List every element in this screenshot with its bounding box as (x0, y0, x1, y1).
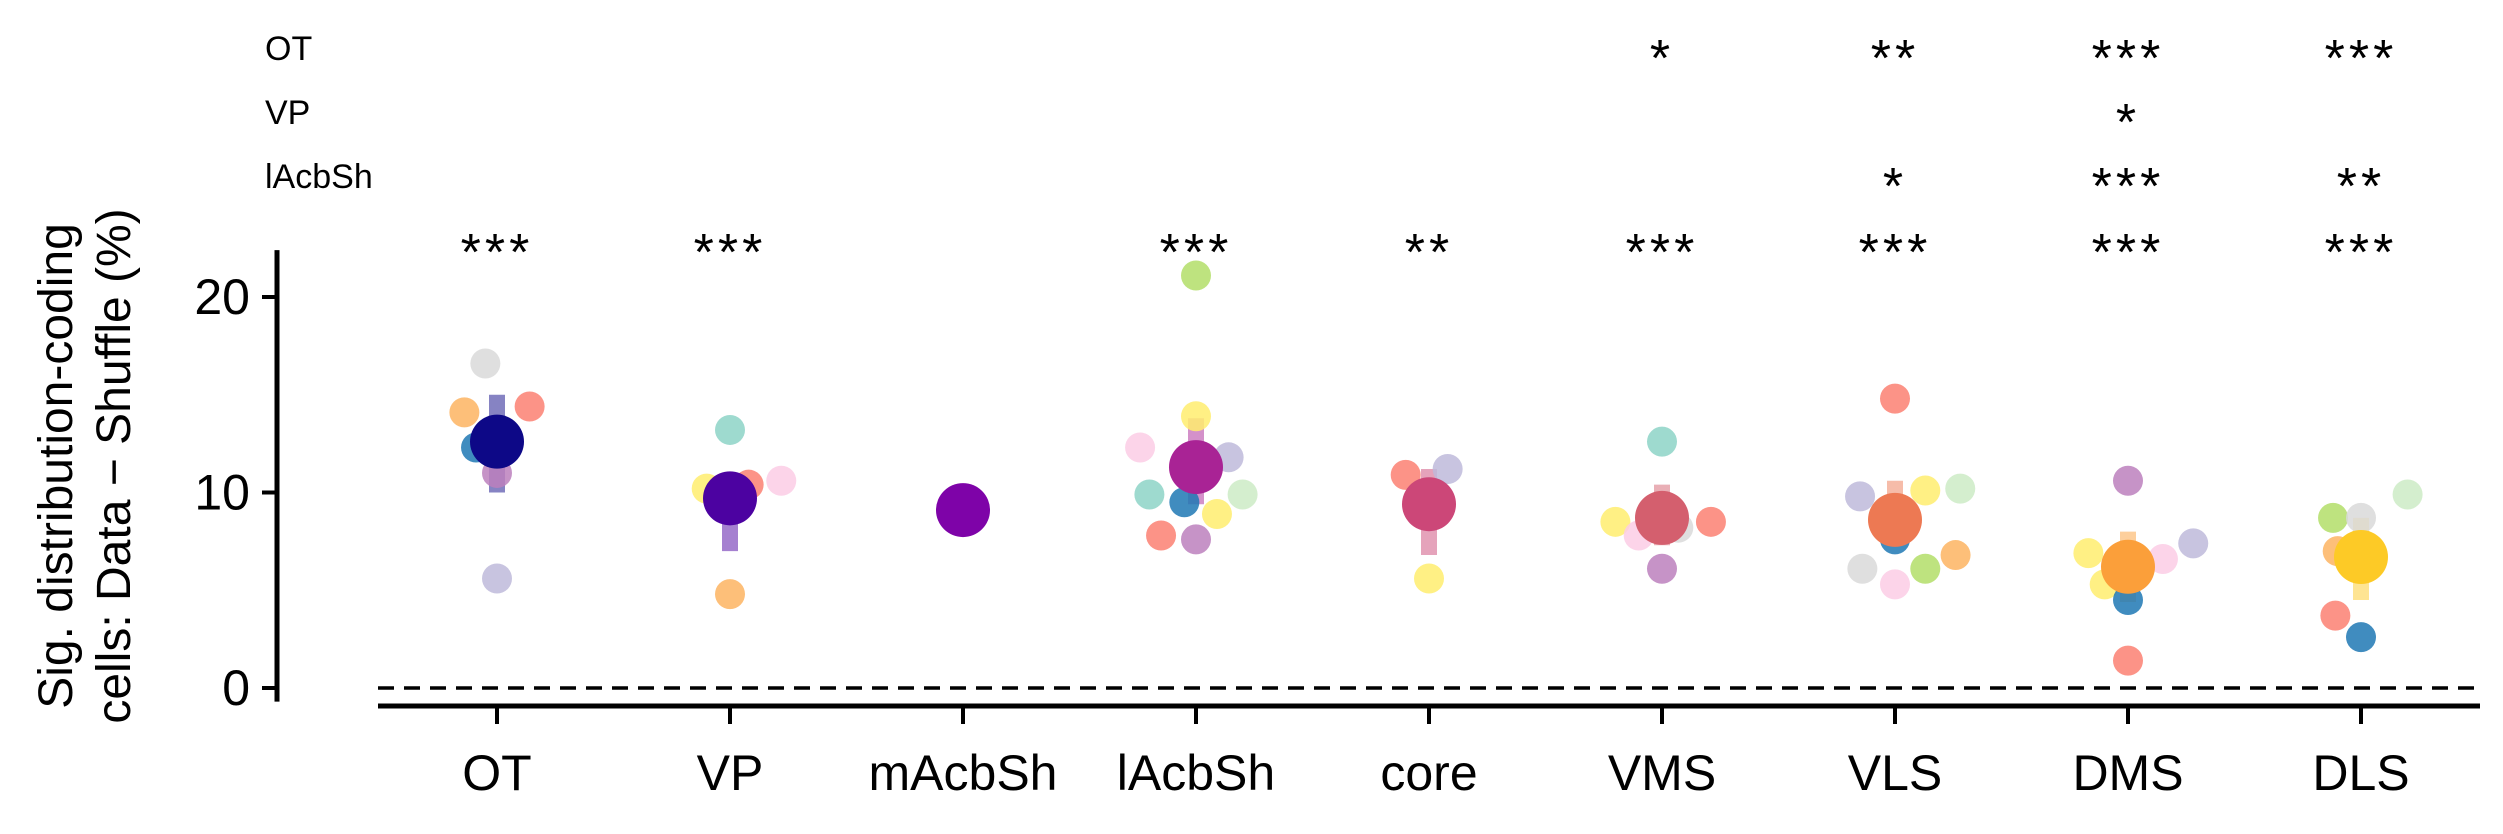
subject-point (1940, 540, 1971, 571)
vs-zero-significance-stars: *** (2325, 224, 2398, 282)
x-tick-label: VP (697, 745, 764, 801)
comparison-row-label: lAcbSh (265, 158, 373, 196)
mean-marker (1635, 490, 1689, 545)
subject-point (2346, 622, 2376, 653)
vs-zero-significance-stars: *** (694, 224, 767, 282)
comparison-row-label: OT (265, 30, 312, 68)
subject-point (482, 563, 512, 594)
mean-marker (703, 471, 757, 526)
subject-point (715, 579, 745, 610)
subject-point (1134, 479, 1165, 510)
subject-point (2113, 645, 2143, 676)
subject-point (449, 397, 480, 428)
subject-point (1910, 553, 1941, 584)
y-tick-label: 10 (194, 465, 250, 521)
subject-point (1880, 383, 1910, 414)
y-axis-label-line1: Sig. distribution-coding (30, 223, 83, 709)
subject-points (449, 260, 2423, 676)
subject-point (1125, 432, 1156, 463)
subject-point (2320, 600, 2351, 631)
significance-stars: *** (2092, 158, 2165, 216)
mean-marker (2101, 539, 2155, 594)
x-tick-label: DMS (2072, 745, 2183, 801)
subject-point (1910, 475, 1941, 506)
significance-stars: * (2116, 94, 2140, 152)
subject-point (1414, 563, 1444, 594)
significance-annotations: OT * ** *** ***VP *lAcbSh * *** ***** *** *** ** ***… (265, 30, 2398, 282)
subject-point (1847, 553, 1878, 584)
subject-point (1181, 260, 1211, 291)
significance-stars: *** (2092, 30, 2165, 88)
subject-point (470, 348, 501, 379)
subject-point (1146, 520, 1177, 551)
x-tick-label: lAcbSh (1117, 745, 1275, 801)
significance-stars: ** (2337, 158, 2385, 216)
subject-point (766, 465, 797, 496)
y-tick-label: 0 (222, 660, 250, 716)
mean-marker (470, 414, 524, 469)
subject-point (2178, 528, 2209, 559)
vs-zero-significance-stars: *** (1160, 224, 1233, 282)
axes: 0 10 20 OT VP mAcbSh lAcbSh core VMS VLS DMS DLS (194, 250, 2480, 801)
subject-point (2318, 502, 2349, 533)
vs-zero-significance-stars: *** (461, 224, 534, 282)
x-tick-label: core (1380, 745, 1477, 801)
significance-stars: * (1650, 30, 1674, 88)
subject-point (1181, 401, 1211, 432)
mean-markers (470, 414, 2388, 594)
vs-zero-significance-stars: *** (1859, 224, 1932, 282)
subject-point (1647, 553, 1677, 584)
subject-point (1880, 569, 1910, 600)
subject-point (1432, 454, 1463, 485)
mean-marker (2334, 530, 2388, 585)
subject-point (1845, 481, 1876, 512)
subject-point (2113, 465, 2143, 496)
subject-point (1201, 499, 1232, 530)
y-axis-label: Sig. distribution-coding cells: Data − S… (30, 208, 141, 723)
subject-point (2073, 538, 2104, 569)
vs-zero-significance-stars: ** (1405, 224, 1453, 282)
x-tick-label: mAcbSh (869, 745, 1058, 801)
significance-stars: ** (1871, 30, 1919, 88)
mean-marker (1402, 477, 1456, 532)
vs-zero-significance-stars: *** (1626, 224, 1699, 282)
significance-stars: * (1883, 158, 1907, 216)
x-tick-label: DLS (2312, 745, 2409, 801)
x-tick-label: OT (462, 745, 531, 801)
x-tick-label: VMS (1608, 745, 1716, 801)
mean-marker (1868, 492, 1922, 547)
subject-point (2392, 479, 2423, 510)
subject-point (2147, 543, 2178, 574)
subject-point (1647, 426, 1677, 457)
vs-zero-significance-stars: *** (2092, 224, 2165, 282)
subject-point (2346, 502, 2376, 533)
mean-marker (1169, 440, 1223, 495)
subject-point (1695, 506, 1726, 537)
x-tick-label: VLS (1848, 745, 1943, 801)
y-tick-label: 20 (194, 269, 250, 325)
subject-point (1227, 479, 1258, 510)
significance-stars: *** (2325, 30, 2398, 88)
mean-marker (936, 483, 990, 538)
y-axis-label-line2: cells: Data − Shuffle (%) (88, 208, 141, 723)
subject-point (1181, 524, 1211, 555)
subject-point (715, 414, 745, 445)
subject-point (1945, 473, 1976, 504)
subject-point (1169, 487, 1200, 518)
subject-point (514, 391, 545, 422)
comparison-row-label: VP (265, 94, 310, 132)
subject-point (1600, 506, 1631, 537)
